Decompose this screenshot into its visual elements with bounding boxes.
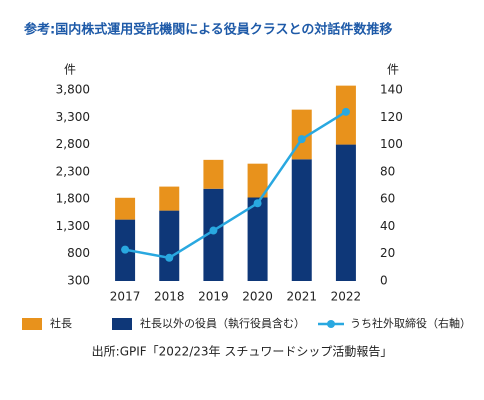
- legend-label: 社長: [50, 316, 72, 330]
- bar-segment: [159, 186, 180, 211]
- bar-segment: [335, 144, 356, 281]
- line: [124, 110, 347, 260]
- source-note: 出所:GPIF「2022/23年 スチュワードシップ活動報告」: [92, 345, 393, 359]
- legend-marker: [327, 320, 335, 328]
- y2-tick-label: 80: [380, 164, 395, 178]
- legend-swatch: [112, 318, 132, 330]
- line-marker: [121, 245, 130, 254]
- y-tick-label: 2,800: [56, 137, 90, 151]
- legend-label: 社長以外の役員（執行役員含む）: [140, 316, 305, 330]
- bar-segment: [115, 197, 136, 220]
- y2-axis-label: 件: [387, 63, 399, 77]
- x-tick-label: 2017: [110, 290, 141, 304]
- y2-tick-label: 0: [380, 274, 388, 288]
- y2-tick-label: 140: [380, 83, 403, 97]
- line-marker: [297, 135, 306, 144]
- y2-tick-label: 60: [380, 192, 395, 206]
- bar-segment: [203, 188, 224, 281]
- y-tick-label: 300: [67, 274, 90, 288]
- bar-segment: [291, 159, 312, 281]
- x-tick-label: 2022: [331, 290, 362, 304]
- x-tick-label: 2018: [154, 290, 185, 304]
- bar-segment: [247, 197, 268, 281]
- y2-tick-label: 40: [380, 219, 395, 233]
- y-tick-label: 1,300: [56, 219, 90, 233]
- y-tick-label: 2,300: [56, 164, 90, 178]
- bar-segment: [203, 159, 224, 189]
- line-marker: [341, 107, 350, 116]
- bar-segment: [159, 210, 180, 281]
- y2-tick-label: 100: [380, 137, 403, 151]
- y2-tick-label: 20: [380, 246, 395, 260]
- legend-label: うち社外取締役（右軸）: [350, 316, 471, 330]
- legend-swatch: [22, 318, 42, 330]
- y-axis-label: 件: [64, 63, 76, 77]
- y2-tick-label: 120: [380, 110, 403, 124]
- chart-title: 参考:国内株式運用受託機関による役員クラスとの対話件数推移: [24, 22, 392, 38]
- x-tick-label: 2019: [198, 290, 229, 304]
- y-tick-label: 3,800: [56, 83, 90, 97]
- y-tick-label: 1,800: [56, 192, 90, 206]
- x-tick-label: 2021: [286, 290, 317, 304]
- y-tick-label: 800: [67, 246, 90, 260]
- line-marker: [165, 253, 174, 262]
- y-tick-label: 3,300: [56, 110, 90, 124]
- line-marker: [209, 226, 218, 235]
- line-marker: [253, 199, 262, 208]
- bar-segment: [247, 163, 268, 198]
- x-tick-label: 2020: [242, 290, 273, 304]
